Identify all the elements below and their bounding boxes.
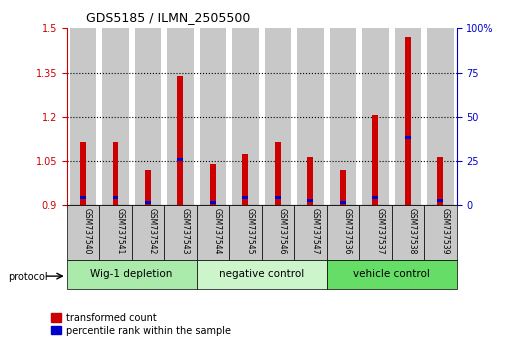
Bar (132, 205, 164, 260)
Bar (307, 156, 313, 205)
Bar (112, 196, 119, 199)
Bar (372, 196, 378, 199)
Bar (80, 196, 86, 199)
Bar (243, 154, 248, 205)
Bar (275, 196, 281, 199)
Bar (99, 205, 132, 260)
Bar (177, 158, 183, 161)
Bar (70, 28, 96, 205)
Bar (167, 28, 194, 205)
Bar (372, 115, 378, 205)
Bar (391, 205, 424, 260)
Bar (307, 199, 313, 202)
Text: vehicle control: vehicle control (353, 269, 430, 279)
Bar (405, 136, 411, 139)
Bar (134, 28, 161, 205)
Bar (67, 205, 99, 260)
Bar (327, 205, 359, 260)
Text: GSM737540: GSM737540 (83, 208, 92, 255)
Text: GSM737539: GSM737539 (440, 208, 449, 255)
Bar (275, 142, 281, 205)
Bar (265, 28, 291, 205)
Bar (359, 205, 391, 260)
Bar (80, 142, 86, 205)
Text: GSM737538: GSM737538 (408, 208, 417, 255)
Bar (294, 205, 327, 260)
Bar (327, 260, 457, 289)
Bar (427, 28, 453, 205)
Bar (329, 28, 356, 205)
Text: GSM737541: GSM737541 (115, 208, 125, 255)
Text: GSM737543: GSM737543 (181, 208, 189, 255)
Bar (67, 260, 196, 289)
Text: GDS5185 / ILMN_2505500: GDS5185 / ILMN_2505500 (86, 11, 250, 24)
Bar (177, 75, 183, 205)
Bar (145, 201, 151, 204)
Text: Wig-1 depletion: Wig-1 depletion (90, 269, 173, 279)
Bar (112, 142, 119, 205)
Text: GSM737546: GSM737546 (278, 208, 287, 255)
Bar (340, 170, 346, 205)
Bar (196, 260, 327, 289)
Text: GSM737536: GSM737536 (343, 208, 352, 255)
Bar (210, 164, 216, 205)
Bar (362, 28, 389, 205)
Bar (210, 201, 216, 204)
Bar (438, 199, 443, 202)
Bar (394, 28, 421, 205)
Text: protocol: protocol (8, 272, 47, 282)
Bar (200, 28, 226, 205)
Bar (438, 156, 443, 205)
Bar (405, 37, 411, 205)
Text: GSM737537: GSM737537 (376, 208, 384, 255)
Bar (243, 196, 248, 199)
Text: GSM737544: GSM737544 (213, 208, 222, 255)
Bar (102, 28, 129, 205)
Text: GSM737542: GSM737542 (148, 208, 157, 255)
Bar (232, 28, 259, 205)
Bar (424, 205, 457, 260)
Bar (262, 205, 294, 260)
Bar (164, 205, 196, 260)
Bar (196, 205, 229, 260)
Text: GSM737545: GSM737545 (245, 208, 254, 255)
Legend: transformed count, percentile rank within the sample: transformed count, percentile rank withi… (51, 313, 231, 336)
Bar (340, 201, 346, 204)
Text: GSM737547: GSM737547 (310, 208, 320, 255)
Bar (229, 205, 262, 260)
Text: negative control: negative control (219, 269, 304, 279)
Bar (297, 28, 324, 205)
Bar (145, 170, 151, 205)
